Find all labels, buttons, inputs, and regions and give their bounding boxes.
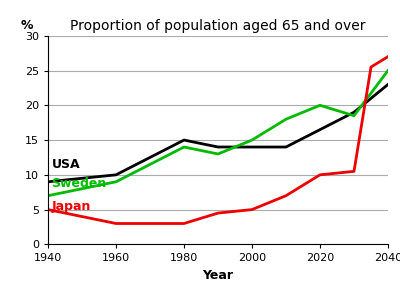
X-axis label: Year: Year: [202, 269, 234, 282]
Text: Japan: Japan: [51, 200, 91, 213]
Text: %: %: [21, 18, 33, 32]
Text: Sweden: Sweden: [51, 177, 107, 190]
Text: USA: USA: [51, 158, 80, 171]
Title: Proportion of population aged 65 and over: Proportion of population aged 65 and ove…: [70, 19, 366, 33]
